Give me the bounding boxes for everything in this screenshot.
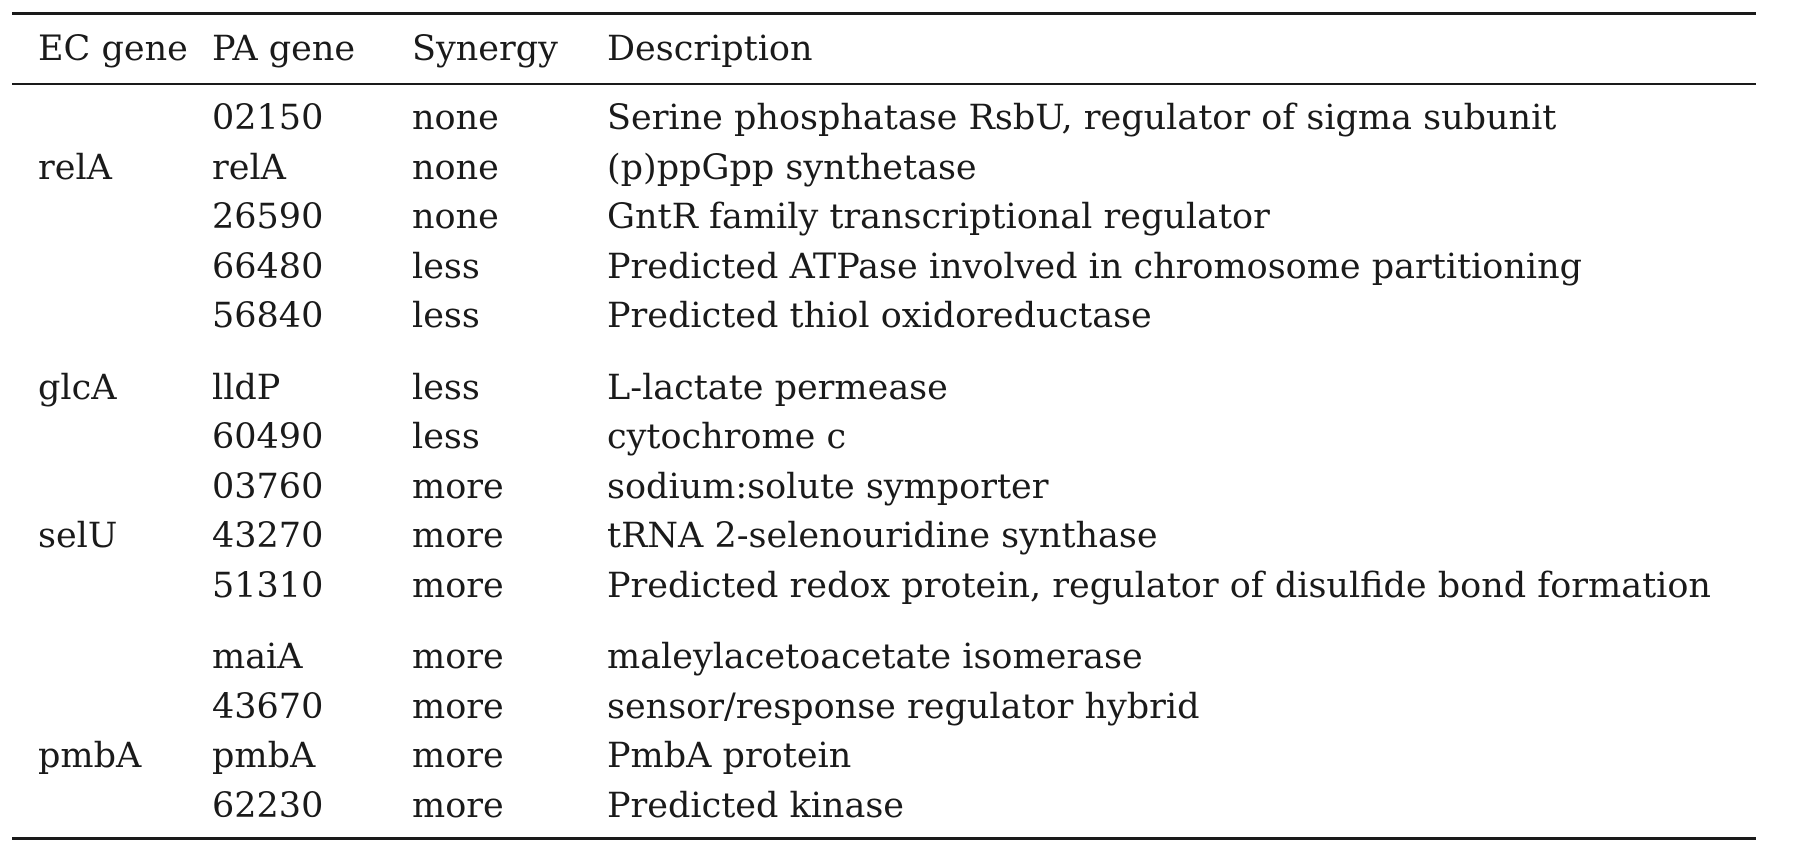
pa-gene-cell: 43270	[212, 516, 324, 557]
table-row: 56840 less Predicted thiol oxidoreductas…	[12, 292, 1756, 342]
table-row: 62230 more Predicted kinase	[12, 782, 1756, 832]
synergy-cell: less	[412, 417, 480, 458]
header-ec-gene: EC gene	[38, 28, 188, 69]
table-row: selU 43270 more tRNA 2-selenouridine syn…	[12, 512, 1756, 562]
table-header-row: EC gene PA gene Synergy Description	[12, 15, 1756, 83]
synergy-cell: none	[412, 197, 499, 238]
table-row: glcA lldP less L-lactate permease	[12, 364, 1756, 414]
pa-gene-cell: 03760	[212, 466, 324, 507]
pa-gene-cell: maiA	[212, 637, 303, 678]
table-row: 02150 none Serine phosphatase RsbU, regu…	[12, 94, 1756, 144]
description-cell: sodium:solute symporter	[607, 466, 1049, 507]
pa-gene-cell: 43670	[212, 686, 324, 727]
synergy-cell: more	[412, 466, 504, 507]
description-cell: (p)ppGpp synthetase	[607, 147, 977, 188]
description-cell: PmbA protein	[607, 736, 852, 777]
ec-gene-cell: selU	[38, 516, 118, 557]
description-cell: cytochrome c	[607, 417, 847, 458]
pa-gene-cell: pmbA	[212, 736, 316, 777]
synergy-cell: less	[412, 296, 480, 337]
header-synergy: Synergy	[412, 28, 558, 69]
synergy-cell: more	[412, 565, 504, 606]
synergy-cell: less	[412, 246, 480, 287]
table-row: pmbA pmbA more PmbA protein	[12, 732, 1756, 782]
pa-gene-cell: lldP	[212, 367, 281, 408]
table-top-rule	[12, 12, 1756, 15]
row-group: glcA lldP less L-lactate permease 60490 …	[12, 364, 1756, 612]
header-pa-gene: PA gene	[212, 28, 356, 69]
description-cell: Serine phosphatase RsbU, regulator of si…	[607, 98, 1557, 139]
table-row: 60490 less cytochrome c	[12, 413, 1756, 463]
description-cell: Predicted kinase	[607, 785, 904, 826]
ec-gene-cell: relA	[38, 147, 112, 188]
description-cell: Predicted thiol oxidoreductase	[607, 296, 1152, 337]
gene-synergy-table: EC gene PA gene Synergy Description 0215…	[12, 12, 1756, 840]
pa-gene-cell: 60490	[212, 417, 324, 458]
pa-gene-cell: 66480	[212, 246, 324, 287]
description-cell: Predicted redox protein, regulator of di…	[607, 565, 1711, 606]
row-group: 02150 none Serine phosphatase RsbU, regu…	[12, 94, 1756, 342]
pa-gene-cell: 26590	[212, 197, 324, 238]
table-row: maiA more maleylacetoacetate isomerase	[12, 633, 1756, 683]
synergy-cell: more	[412, 736, 504, 777]
table-row: relA relA none (p)ppGpp synthetase	[12, 144, 1756, 194]
pa-gene-cell: 51310	[212, 565, 324, 606]
header-description: Description	[607, 28, 813, 69]
description-cell: L-lactate permease	[607, 367, 948, 408]
table-row: 43670 more sensor/response regulator hyb…	[12, 683, 1756, 733]
table-bottom-rule	[12, 837, 1756, 840]
table-row: 51310 more Predicted redox protein, regu…	[12, 562, 1756, 612]
synergy-cell: more	[412, 785, 504, 826]
description-cell: GntR family transcriptional regulator	[607, 197, 1270, 238]
table-row: 66480 less Predicted ATPase involved in …	[12, 243, 1756, 293]
synergy-cell: more	[412, 637, 504, 678]
description-cell: sensor/response regulator hybrid	[607, 686, 1200, 727]
description-cell: maleylacetoacetate isomerase	[607, 637, 1143, 678]
pa-gene-cell: 62230	[212, 785, 324, 826]
pa-gene-cell: 56840	[212, 296, 324, 337]
description-cell: tRNA 2-selenouridine synthase	[607, 516, 1158, 557]
synergy-cell: more	[412, 686, 504, 727]
synergy-cell: none	[412, 98, 499, 139]
pa-gene-cell: relA	[212, 147, 286, 188]
ec-gene-cell: pmbA	[38, 736, 142, 777]
synergy-cell: less	[412, 367, 480, 408]
synergy-cell: more	[412, 516, 504, 557]
synergy-cell: none	[412, 147, 499, 188]
table-row: 26590 none GntR family transcriptional r…	[12, 193, 1756, 243]
row-group: maiA more maleylacetoacetate isomerase 4…	[12, 633, 1756, 831]
table-row: 03760 more sodium:solute symporter	[12, 463, 1756, 513]
description-cell: Predicted ATPase involved in chromosome …	[607, 246, 1583, 287]
pa-gene-cell: 02150	[212, 98, 324, 139]
ec-gene-cell: glcA	[38, 367, 117, 408]
table-header-rule	[12, 83, 1756, 85]
